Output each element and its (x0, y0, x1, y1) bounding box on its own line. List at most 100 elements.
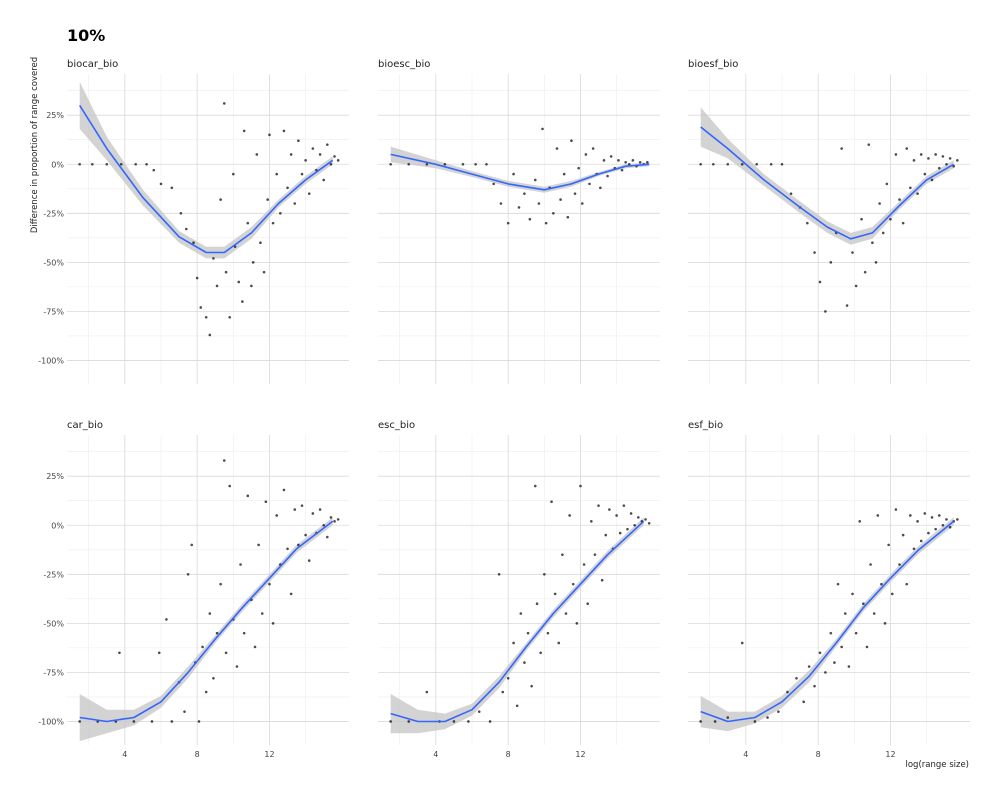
data-point (927, 157, 930, 160)
y-tick-label: 0% (51, 160, 64, 169)
data-point (535, 602, 539, 606)
data-point (204, 690, 208, 694)
data-point (190, 543, 194, 547)
data-point (579, 484, 582, 488)
data-point (389, 720, 392, 723)
data-point (874, 261, 878, 264)
data-point (901, 221, 905, 225)
data-point (183, 710, 186, 713)
data-point (905, 582, 909, 586)
data-point (923, 512, 927, 515)
data-point (912, 547, 916, 551)
data-point (627, 162, 631, 166)
data-point (552, 212, 555, 215)
data-point (909, 186, 912, 190)
data-point (550, 500, 553, 504)
data-point (275, 172, 278, 176)
data-point (584, 153, 588, 156)
y-tick-label: -100% (38, 717, 64, 726)
data-point (311, 512, 315, 515)
data-point (898, 198, 901, 201)
data-point (916, 520, 919, 523)
data-point (840, 645, 843, 649)
data-point (851, 251, 854, 254)
data-point (802, 700, 805, 704)
facet-label: esc_bio (378, 420, 415, 431)
data-point (145, 162, 148, 166)
data-point (322, 178, 325, 182)
data-point (624, 160, 627, 164)
data-point (134, 162, 137, 166)
data-point (818, 651, 822, 655)
data-point (497, 573, 501, 576)
data-point (577, 166, 580, 170)
data-point (836, 582, 840, 586)
facet-panel: esf_bio 4 8 12 (688, 420, 970, 759)
data-point (322, 523, 325, 527)
data-point (608, 508, 611, 511)
data-point (224, 270, 228, 274)
data-point (780, 162, 784, 166)
data-point (192, 241, 195, 245)
data-point (881, 231, 885, 235)
data-point (726, 716, 730, 719)
data-point (854, 284, 858, 288)
data-point (228, 484, 231, 488)
data-point (197, 720, 201, 723)
data-point (941, 523, 945, 527)
data-point (293, 508, 297, 511)
data-point (170, 720, 174, 723)
data-point (818, 280, 822, 284)
data-point (165, 618, 168, 621)
data-point (860, 217, 863, 221)
data-point (215, 284, 219, 288)
data-point (512, 641, 515, 645)
data-point (266, 198, 269, 201)
y-tick-label: -25% (43, 209, 64, 218)
data-point (523, 192, 526, 195)
data-point (241, 300, 244, 303)
data-point (887, 543, 890, 547)
data-point (869, 563, 872, 566)
data-point (945, 518, 948, 521)
data-point (250, 284, 253, 288)
data-point (499, 202, 503, 205)
data-point (219, 198, 222, 201)
data-point (264, 500, 268, 504)
data-point (251, 261, 255, 264)
data-point (609, 155, 613, 158)
data-point (956, 518, 959, 521)
data-point (157, 651, 161, 655)
data-point (699, 162, 702, 166)
data-point (883, 622, 887, 625)
confidence-ribbon (700, 517, 954, 732)
data-point (228, 315, 231, 319)
data-point (941, 155, 945, 158)
data-point (253, 645, 257, 649)
confidence-ribbon (79, 81, 333, 259)
data-point (407, 162, 411, 166)
data-point (523, 661, 526, 664)
data-point (878, 202, 881, 205)
data-point (443, 162, 447, 166)
data-point (246, 494, 250, 498)
y-tick-label: -50% (43, 258, 64, 267)
y-tick-label: -50% (43, 619, 64, 628)
data-point (813, 251, 816, 254)
data-point (279, 212, 282, 215)
data-point (199, 306, 203, 309)
data-point (407, 720, 411, 723)
data-point (118, 651, 121, 655)
data-point (477, 710, 481, 713)
data-point (517, 206, 521, 209)
data-point (544, 221, 548, 225)
confidence-ribbon (390, 146, 650, 193)
smooth-line (79, 104, 334, 254)
data-point (559, 198, 562, 201)
data-point (956, 159, 959, 162)
data-point (912, 159, 916, 162)
data-point (474, 162, 477, 166)
data-point (232, 172, 235, 176)
data-point (204, 315, 208, 319)
